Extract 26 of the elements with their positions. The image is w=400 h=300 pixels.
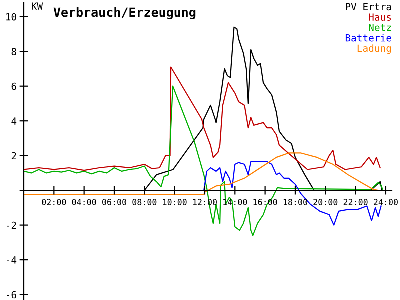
text: Batterie (346, 34, 392, 42)
x-tick-label: 02:00 (42, 199, 66, 206)
y-tick-label: 4 (12, 118, 17, 125)
text: Ladung (358, 44, 392, 54)
line-series (24, 66, 381, 172)
x-tick-label: 06:00 (102, 199, 126, 206)
y-tick-label: 8 (12, 48, 16, 56)
y-tick-label: 2 (12, 152, 16, 160)
y-tick-label: -6 (7, 291, 16, 299)
x-tick-label: 20:00 (314, 199, 338, 206)
text: Haus (369, 14, 392, 21)
chart-title: Verbrauch/Erzeugung (54, 7, 196, 20)
x-tick-label: 18:00 (284, 199, 308, 206)
x-tick-label: 22:00 (344, 199, 368, 206)
x-tick-label: 08:00 (132, 199, 157, 206)
x-tick-label: 04:00 (72, 199, 96, 206)
y-tick-label: 6 (12, 82, 16, 90)
text: Netz (369, 24, 392, 32)
y-axis-title: KW (32, 2, 44, 10)
y-tick-label: 10 (6, 13, 16, 21)
text: PV Ertra (346, 3, 392, 11)
x-tick-label: 24:00 (374, 199, 398, 206)
y-tick-label: -4 (7, 256, 17, 264)
y-tick-label: -2 (7, 222, 16, 230)
x-tick-label: 10:00 (163, 199, 187, 206)
line-series (24, 152, 379, 196)
